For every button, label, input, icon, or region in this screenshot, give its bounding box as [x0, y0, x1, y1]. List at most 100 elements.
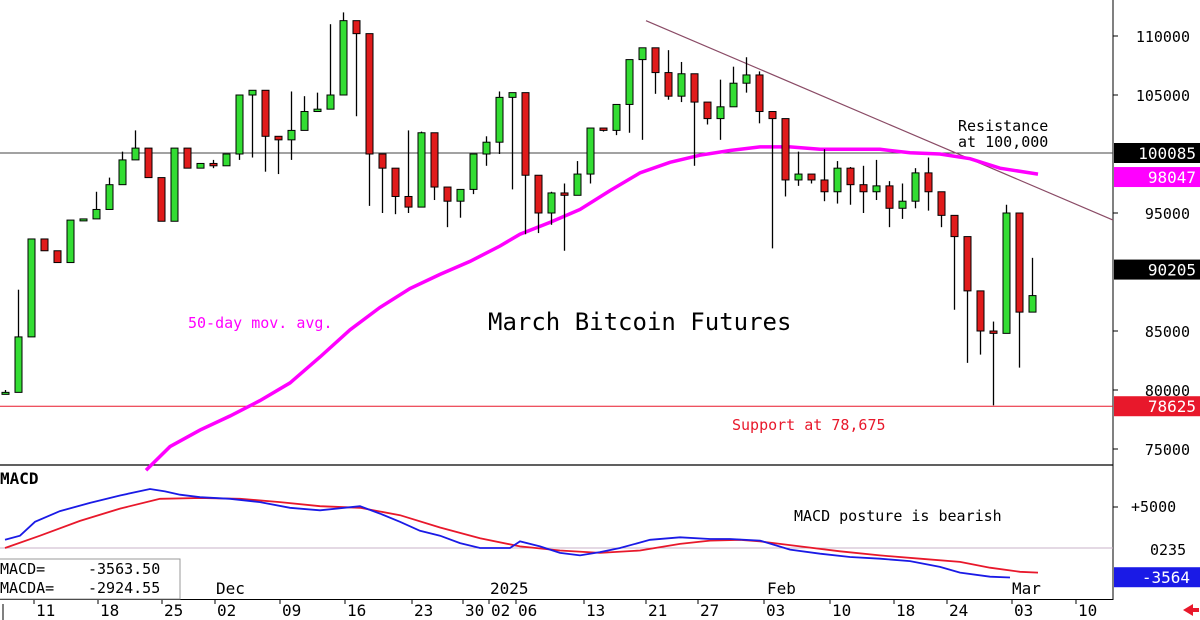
candle: [924, 157, 933, 211]
candle: [27, 238, 36, 338]
price-tag-support: [1114, 396, 1200, 417]
candle: [53, 250, 62, 264]
ytick-label: 110000: [1136, 28, 1190, 46]
candle: [690, 73, 699, 166]
candle-body: [612, 103, 621, 131]
macd-panel-title: MACD: [0, 469, 39, 488]
xtick-label: 09: [282, 601, 301, 620]
candle: [209, 159, 218, 169]
candle-body: [521, 92, 530, 176]
candle: [976, 290, 985, 355]
candle-body: [1015, 212, 1024, 313]
candle-body: [66, 219, 75, 264]
candle: [781, 118, 790, 197]
candle: [248, 89, 257, 158]
candle-body: [157, 177, 166, 222]
candle: [963, 236, 972, 363]
candle-body: [92, 208, 101, 220]
month-label: Mar: [1012, 579, 1041, 598]
xtick-label: 02: [491, 601, 510, 620]
candle-body: [833, 167, 842, 193]
xtick-label: 11: [36, 601, 55, 620]
macd-annotation: MACD posture is bearish: [794, 507, 1002, 525]
month-label: 2025: [490, 579, 529, 598]
candle: [508, 92, 517, 190]
candle: [820, 149, 829, 202]
trendline-segment: [645, 20, 1114, 221]
candle-body: [729, 82, 738, 108]
xtick-label: 25: [164, 601, 183, 620]
resistance-annotation-line1: Resistance: [958, 117, 1048, 135]
price-tag-resistance: [1114, 142, 1200, 163]
candle: [560, 183, 569, 251]
candle: [833, 161, 842, 204]
candle: [170, 147, 179, 222]
candle-body: [1002, 212, 1011, 334]
macda-legend-label: MACDA=: [0, 579, 54, 597]
candle: [261, 89, 270, 172]
xtick-label: 23: [414, 601, 433, 620]
candle-body: [131, 147, 140, 161]
candle: [469, 153, 478, 195]
candle-body: [664, 72, 673, 97]
candle: [326, 24, 335, 110]
candle: [274, 135, 283, 175]
candle: [625, 59, 634, 133]
moving-average-line: [144, 145, 1039, 472]
candle-body: [235, 94, 244, 155]
candle-body: [118, 159, 127, 186]
candle-body: [326, 94, 335, 110]
scroll-left-arrow-icon[interactable]: [1183, 604, 1193, 616]
xtick-label: 10: [832, 601, 851, 620]
xtick-label: 02: [217, 601, 236, 620]
price-tag-label-resistance: 100085: [1138, 144, 1196, 163]
candle: [339, 12, 348, 96]
candle: [1, 390, 10, 395]
candle-body: [469, 153, 478, 190]
scroll-left-arrow-tail[interactable]: [1193, 608, 1199, 612]
candle: [885, 181, 894, 228]
candle-body: [495, 96, 504, 143]
candle-body: [170, 147, 179, 222]
price-tag-label-ma: 98047: [1148, 168, 1196, 187]
candle-body: [768, 111, 777, 120]
support-annotation: Support at 78,675: [732, 416, 886, 434]
price-tag-last: [1114, 259, 1200, 280]
ytick-label: 80000: [1145, 382, 1190, 400]
candle-body: [794, 173, 803, 181]
xtick-label: 18: [896, 601, 915, 620]
candle-body: [443, 186, 452, 202]
candle-body: [963, 236, 972, 292]
candle: [131, 130, 140, 161]
candle-body: [365, 33, 374, 155]
y-axis-ticks: 110000 105000 95000 85000 80000 75000: [1113, 28, 1190, 459]
candle: [456, 188, 465, 218]
candle: [859, 165, 868, 213]
candle-body: [651, 47, 660, 74]
candle-body: [742, 74, 751, 84]
candle-body: [586, 127, 595, 175]
macd-legend-box: [0, 558, 181, 600]
candle: [222, 153, 231, 167]
macd-tag-label: -3564: [1142, 568, 1190, 587]
candle-body: [430, 132, 439, 188]
candle: [716, 79, 725, 140]
candle: [989, 321, 998, 406]
candle: [755, 71, 764, 124]
xtick-label: 30: [465, 601, 484, 620]
candle: [651, 47, 660, 94]
candle-body: [547, 192, 556, 214]
candle: [118, 151, 127, 186]
candle: [235, 94, 244, 160]
candle-body: [209, 162, 218, 167]
candle: [1015, 212, 1024, 368]
xtick-label: 06: [518, 601, 537, 620]
candle: [898, 183, 907, 219]
candle-body: [599, 127, 608, 131]
candle: [846, 166, 855, 205]
candle-body: [404, 195, 413, 208]
xtick-label: 18: [100, 601, 119, 620]
candle-body: [677, 73, 686, 97]
candle: [703, 101, 712, 125]
